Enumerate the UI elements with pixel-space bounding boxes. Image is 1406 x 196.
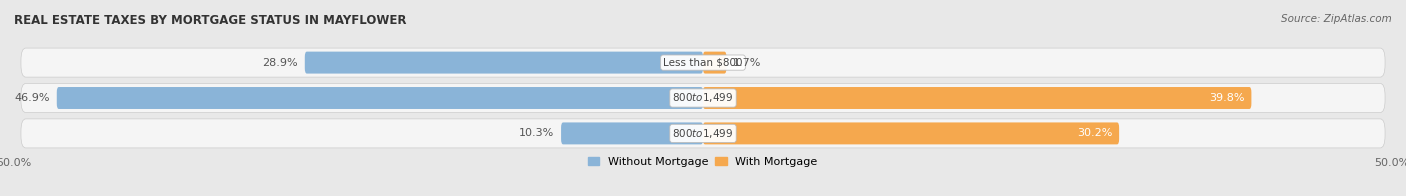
Text: 28.9%: 28.9%	[263, 58, 298, 68]
Text: $800 to $1,499: $800 to $1,499	[672, 127, 734, 140]
Text: REAL ESTATE TAXES BY MORTGAGE STATUS IN MAYFLOWER: REAL ESTATE TAXES BY MORTGAGE STATUS IN …	[14, 14, 406, 27]
Text: 30.2%: 30.2%	[1077, 128, 1112, 138]
FancyBboxPatch shape	[703, 87, 1251, 109]
Text: $800 to $1,499: $800 to $1,499	[672, 92, 734, 104]
Text: Less than $800: Less than $800	[664, 58, 742, 68]
Legend: Without Mortgage, With Mortgage: Without Mortgage, With Mortgage	[583, 152, 823, 172]
FancyBboxPatch shape	[21, 83, 1385, 113]
Text: Source: ZipAtlas.com: Source: ZipAtlas.com	[1281, 14, 1392, 24]
Text: 1.7%: 1.7%	[734, 58, 762, 68]
Text: 39.8%: 39.8%	[1209, 93, 1244, 103]
FancyBboxPatch shape	[21, 48, 1385, 77]
FancyBboxPatch shape	[561, 122, 703, 144]
FancyBboxPatch shape	[56, 87, 703, 109]
FancyBboxPatch shape	[305, 52, 703, 74]
Text: 10.3%: 10.3%	[519, 128, 554, 138]
Text: 46.9%: 46.9%	[14, 93, 49, 103]
FancyBboxPatch shape	[21, 119, 1385, 148]
FancyBboxPatch shape	[703, 122, 1119, 144]
FancyBboxPatch shape	[703, 52, 727, 74]
